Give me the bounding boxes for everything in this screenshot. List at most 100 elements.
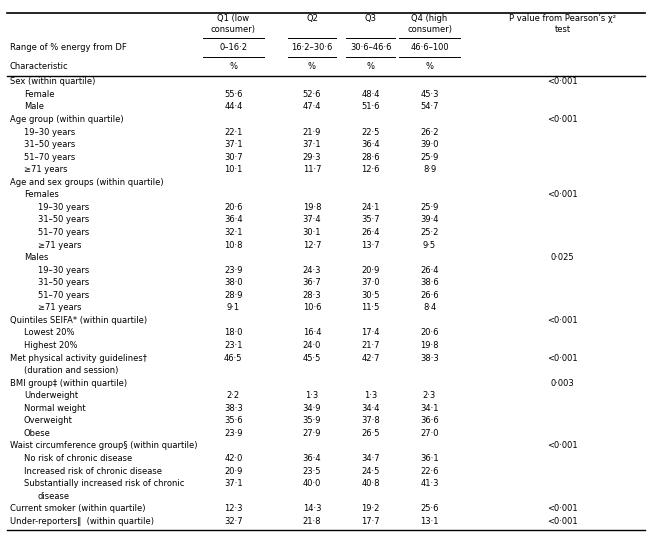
Text: <0·001: <0·001 bbox=[547, 316, 578, 325]
Text: ≥71 years: ≥71 years bbox=[38, 304, 82, 312]
Text: 46·6–100: 46·6–100 bbox=[410, 43, 449, 53]
Text: %: % bbox=[426, 62, 434, 71]
Text: Age and sex groups (within quartile): Age and sex groups (within quartile) bbox=[10, 178, 164, 187]
Text: Waist circumference group§ (within quartile): Waist circumference group§ (within quart… bbox=[10, 441, 197, 450]
Text: 45·3: 45·3 bbox=[421, 90, 439, 99]
Text: 12·7: 12·7 bbox=[303, 241, 321, 249]
Text: 10·1: 10·1 bbox=[224, 165, 243, 174]
Text: 26·2: 26·2 bbox=[421, 127, 439, 137]
Text: No risk of chronic disease: No risk of chronic disease bbox=[23, 454, 132, 463]
Text: 19–30 years: 19–30 years bbox=[38, 266, 89, 275]
Text: 2·2: 2·2 bbox=[227, 391, 240, 400]
Text: 36·7: 36·7 bbox=[303, 278, 321, 287]
Text: Increased risk of chronic disease: Increased risk of chronic disease bbox=[23, 467, 162, 475]
Text: 24·3: 24·3 bbox=[303, 266, 321, 275]
Text: 24·5: 24·5 bbox=[362, 467, 380, 475]
Text: 8·9: 8·9 bbox=[423, 165, 436, 174]
Text: 34·7: 34·7 bbox=[361, 454, 380, 463]
Text: <0·001: <0·001 bbox=[547, 441, 578, 450]
Text: P value from Pearson’s χ²
test: P value from Pearson’s χ² test bbox=[509, 15, 616, 34]
Text: 21·8: 21·8 bbox=[303, 517, 321, 526]
Text: 25·2: 25·2 bbox=[421, 228, 439, 237]
Text: 37·1: 37·1 bbox=[303, 140, 321, 149]
Text: Obese: Obese bbox=[23, 429, 51, 438]
Text: Lowest 20%: Lowest 20% bbox=[23, 328, 74, 338]
Text: 30·5: 30·5 bbox=[361, 291, 380, 300]
Text: 19–30 years: 19–30 years bbox=[23, 127, 75, 137]
Text: 26·5: 26·5 bbox=[361, 429, 380, 438]
Text: 24·1: 24·1 bbox=[362, 203, 380, 212]
Text: 23·9: 23·9 bbox=[224, 429, 243, 438]
Text: Overweight: Overweight bbox=[23, 416, 72, 425]
Text: 29·3: 29·3 bbox=[303, 153, 321, 162]
Text: 31–50 years: 31–50 years bbox=[38, 215, 89, 224]
Text: 0–16·2: 0–16·2 bbox=[219, 43, 247, 53]
Text: 30·7: 30·7 bbox=[224, 153, 243, 162]
Text: 18·0: 18·0 bbox=[224, 328, 243, 338]
Text: 20·9: 20·9 bbox=[224, 467, 243, 475]
Text: Q1 (low
consumer): Q1 (low consumer) bbox=[211, 15, 256, 34]
Text: 20·9: 20·9 bbox=[362, 266, 380, 275]
Text: 38·3: 38·3 bbox=[224, 404, 243, 413]
Text: 45·5: 45·5 bbox=[303, 353, 321, 363]
Text: Normal weight: Normal weight bbox=[23, 404, 85, 413]
Text: 34·9: 34·9 bbox=[303, 404, 321, 413]
Text: 13·7: 13·7 bbox=[361, 241, 380, 249]
Text: 26·4: 26·4 bbox=[421, 266, 439, 275]
Text: 8·4: 8·4 bbox=[423, 304, 436, 312]
Text: 20·6: 20·6 bbox=[421, 328, 439, 338]
Text: Under-reporters‖  (within quartile): Under-reporters‖ (within quartile) bbox=[10, 517, 154, 526]
Text: 17·7: 17·7 bbox=[361, 517, 380, 526]
Text: 25·9: 25·9 bbox=[421, 203, 439, 212]
Text: Substantially increased risk of chronic: Substantially increased risk of chronic bbox=[23, 479, 184, 488]
Text: 30·1: 30·1 bbox=[303, 228, 321, 237]
Text: 40·8: 40·8 bbox=[361, 479, 380, 488]
Text: 38·6: 38·6 bbox=[420, 278, 439, 287]
Text: 52·6: 52·6 bbox=[303, 90, 321, 99]
Text: Males: Males bbox=[23, 253, 48, 262]
Text: <0·001: <0·001 bbox=[547, 517, 578, 526]
Text: 22·6: 22·6 bbox=[421, 467, 439, 475]
Text: 51–70 years: 51–70 years bbox=[38, 228, 89, 237]
Text: <0·001: <0·001 bbox=[547, 504, 578, 513]
Text: 51·6: 51·6 bbox=[361, 102, 380, 112]
Text: 0·025: 0·025 bbox=[550, 253, 574, 262]
Text: 48·4: 48·4 bbox=[361, 90, 380, 99]
Text: 34·1: 34·1 bbox=[421, 404, 439, 413]
Text: Age group (within quartile): Age group (within quartile) bbox=[10, 115, 123, 124]
Text: 1·3: 1·3 bbox=[305, 391, 319, 400]
Text: 16·2–30·6: 16·2–30·6 bbox=[291, 43, 333, 53]
Text: 12·6: 12·6 bbox=[361, 165, 380, 174]
Text: 36·4: 36·4 bbox=[224, 215, 243, 224]
Text: Q3: Q3 bbox=[364, 15, 377, 23]
Text: 37·4: 37·4 bbox=[303, 215, 321, 224]
Text: 11·7: 11·7 bbox=[303, 165, 321, 174]
Text: <0·001: <0·001 bbox=[547, 353, 578, 363]
Text: 22·1: 22·1 bbox=[224, 127, 243, 137]
Text: %: % bbox=[230, 62, 237, 71]
Text: 10·6: 10·6 bbox=[303, 304, 321, 312]
Text: 21·7: 21·7 bbox=[361, 341, 380, 350]
Text: 31–50 years: 31–50 years bbox=[23, 140, 75, 149]
Text: 35·9: 35·9 bbox=[303, 416, 321, 425]
Text: 11·5: 11·5 bbox=[362, 304, 380, 312]
Text: 10·8: 10·8 bbox=[224, 241, 243, 249]
Text: Current smoker (within quartile): Current smoker (within quartile) bbox=[10, 504, 145, 513]
Text: 35·6: 35·6 bbox=[224, 416, 243, 425]
Text: Range of % energy from DF: Range of % energy from DF bbox=[10, 43, 126, 53]
Text: <0·001: <0·001 bbox=[547, 190, 578, 199]
Text: disease: disease bbox=[38, 492, 70, 501]
Text: 20·6: 20·6 bbox=[224, 203, 243, 212]
Text: 31–50 years: 31–50 years bbox=[38, 278, 89, 287]
Text: 28·3: 28·3 bbox=[303, 291, 321, 300]
Text: 19·2: 19·2 bbox=[362, 504, 380, 513]
Text: ≥71 years: ≥71 years bbox=[38, 241, 82, 249]
Text: Sex (within quartile): Sex (within quartile) bbox=[10, 78, 95, 86]
Text: 13·1: 13·1 bbox=[421, 517, 439, 526]
Text: BMI group‡ (within quartile): BMI group‡ (within quartile) bbox=[10, 379, 127, 388]
Text: 44·4: 44·4 bbox=[224, 102, 243, 112]
Text: 51–70 years: 51–70 years bbox=[23, 153, 75, 162]
Text: <0·001: <0·001 bbox=[547, 115, 578, 124]
Text: 9·5: 9·5 bbox=[423, 241, 436, 249]
Text: 42·7: 42·7 bbox=[361, 353, 380, 363]
